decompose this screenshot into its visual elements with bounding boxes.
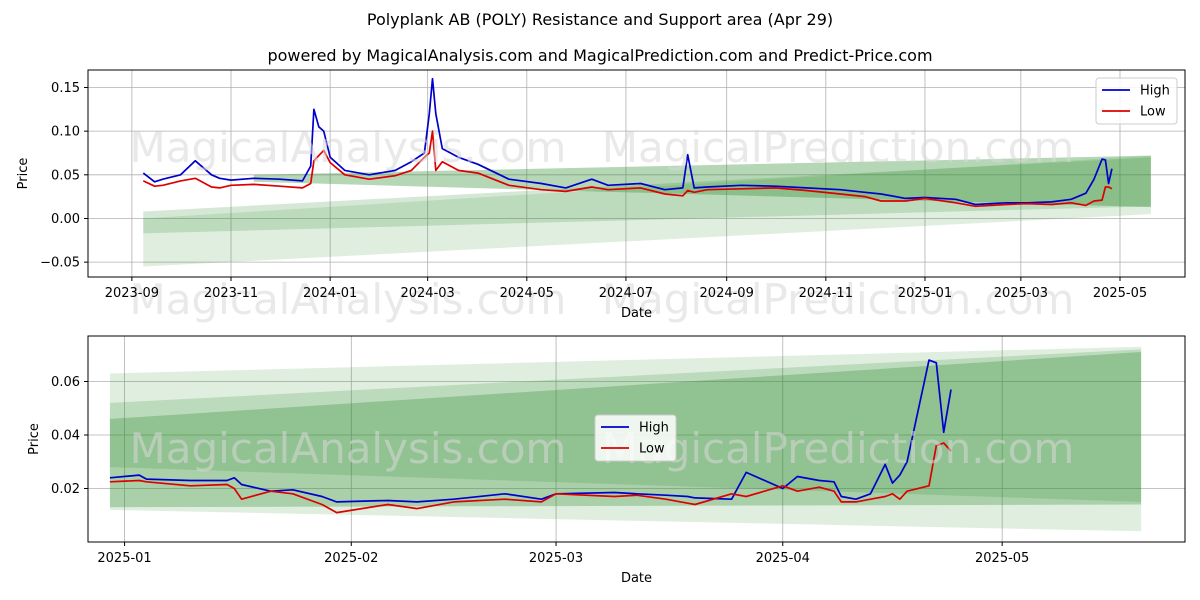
- legend-label-high: High: [639, 421, 669, 436]
- legend-label-low: Low: [1140, 105, 1166, 120]
- legend: High Low: [1095, 77, 1178, 125]
- legend-label-high: High: [1140, 84, 1170, 99]
- legend: High Low: [594, 414, 677, 462]
- chart-subtitle: powered by MagicalAnalysis.com and Magic…: [267, 46, 933, 65]
- support-resistance-band: [253, 155, 1151, 208]
- y-tick-label: 0.00: [51, 212, 80, 227]
- y-axis-label: Price: [16, 158, 31, 190]
- chart-panel-2: MagicalAnalysis.com MagicalPrediction.com…: [27, 335, 1186, 586]
- x-tick-label: 2023-11: [204, 286, 258, 301]
- y-tick-label: 0.05: [51, 168, 80, 183]
- watermark-text: MagicalAnalysis.com: [130, 275, 567, 324]
- y-tick-label: 0.02: [51, 482, 80, 497]
- legend-label-low: Low: [639, 442, 665, 457]
- watermark-text: MagicalPrediction.com: [602, 275, 1075, 324]
- x-tick-label: 2024-05: [500, 286, 554, 301]
- series-line-high: [142, 77, 1113, 206]
- watermark-text: MagicalAnalysis.com: [130, 123, 567, 172]
- support-resistance-band: [143, 155, 1151, 267]
- x-tick-label: 2025-01: [898, 286, 952, 301]
- series-line-high: [109, 359, 952, 503]
- chart-title: Polyplank AB (POLY) Resistance and Suppo…: [366, 10, 834, 29]
- x-tick-label: 2025-02: [324, 551, 378, 566]
- chart-panel-1: MagicalAnalysis.com MagicalPrediction.com…: [16, 69, 1186, 324]
- series-line-low: [142, 130, 1113, 208]
- x-tick-label: 2024-09: [700, 286, 754, 301]
- y-tick-label: −0.05: [40, 256, 80, 271]
- x-tick-label: 2024-03: [400, 286, 454, 301]
- x-axis-label: Date: [621, 571, 652, 586]
- watermark-text: MagicalAnalysis.com: [130, 424, 567, 473]
- x-tick-label: 2025-03: [994, 286, 1048, 301]
- support-resistance-band: [143, 157, 1151, 234]
- watermark-text: MagicalPrediction.com: [602, 424, 1075, 473]
- x-tick-label: 2025-05: [1093, 286, 1147, 301]
- watermark-text: MagicalPrediction.com: [602, 123, 1075, 172]
- x-tick-label: 2023-09: [105, 286, 159, 301]
- y-tick-label: 0.10: [51, 125, 80, 140]
- y-tick-label: 0.06: [51, 375, 80, 390]
- x-tick-label: 2024-11: [799, 286, 853, 301]
- y-axis-label: Price: [27, 423, 42, 455]
- x-axis-label: Date: [621, 306, 652, 321]
- plot-frame: [87, 69, 1186, 278]
- y-tick-label: 0.15: [51, 81, 80, 96]
- x-tick-label: 2025-05: [975, 551, 1029, 566]
- y-tick-label: 0.04: [51, 428, 80, 443]
- x-tick-label: 2025-01: [97, 551, 151, 566]
- series-line-low: [109, 442, 952, 514]
- plot-frame: [87, 335, 1186, 543]
- plot-area: [142, 77, 1151, 267]
- x-tick-label: 2024-01: [303, 286, 357, 301]
- x-tick-label: 2025-03: [529, 551, 583, 566]
- x-tick-label: 2025-04: [756, 551, 810, 566]
- x-tick-label: 2024-07: [599, 286, 653, 301]
